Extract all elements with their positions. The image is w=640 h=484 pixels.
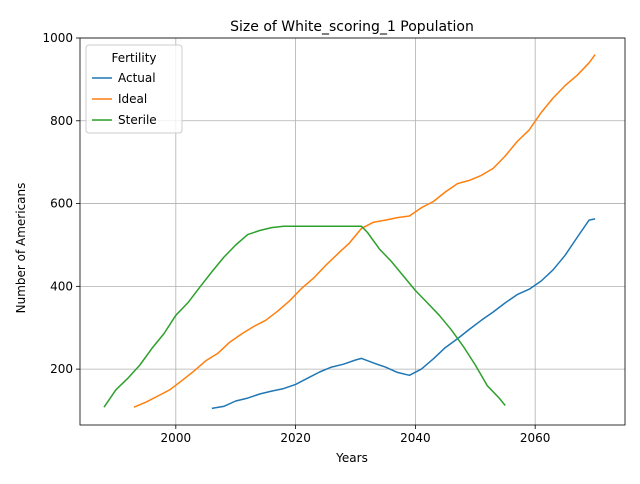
x-tick-label: 2000 bbox=[161, 431, 192, 445]
x-tick-label: 2040 bbox=[400, 431, 431, 445]
legend-frame bbox=[85, 44, 183, 134]
x-tick-label: 2020 bbox=[280, 431, 311, 445]
legend: Fertility Actual Ideal Sterile bbox=[85, 44, 183, 134]
chart-title: Size of White_scoring_1 Population bbox=[230, 19, 474, 35]
y-tick-label: 400 bbox=[50, 279, 73, 293]
plot-frame bbox=[79, 37, 626, 426]
y-tick-label: 200 bbox=[50, 362, 73, 376]
series-line-actual bbox=[211, 218, 596, 410]
y-tick-label: 800 bbox=[50, 114, 73, 128]
series-line-ideal bbox=[133, 54, 596, 408]
y-axis: 200 400 600 800 1000 bbox=[42, 31, 80, 376]
legend-label-sterile: Sterile bbox=[118, 113, 157, 127]
y-axis-label: Number of Americans bbox=[14, 183, 28, 314]
legend-label-ideal: Ideal bbox=[118, 92, 147, 106]
x-tick-label: 2060 bbox=[520, 431, 551, 445]
y-tick-label: 1000 bbox=[42, 31, 73, 45]
x-axis-label: Years bbox=[335, 451, 368, 465]
x-axis: 2000 2020 2040 2060 bbox=[161, 425, 551, 445]
legend-label-actual: Actual bbox=[118, 71, 156, 85]
series-lines bbox=[103, 54, 596, 410]
legend-title: Fertility bbox=[111, 51, 156, 65]
y-tick-label: 600 bbox=[50, 197, 73, 211]
series-line-sterile bbox=[103, 225, 506, 408]
